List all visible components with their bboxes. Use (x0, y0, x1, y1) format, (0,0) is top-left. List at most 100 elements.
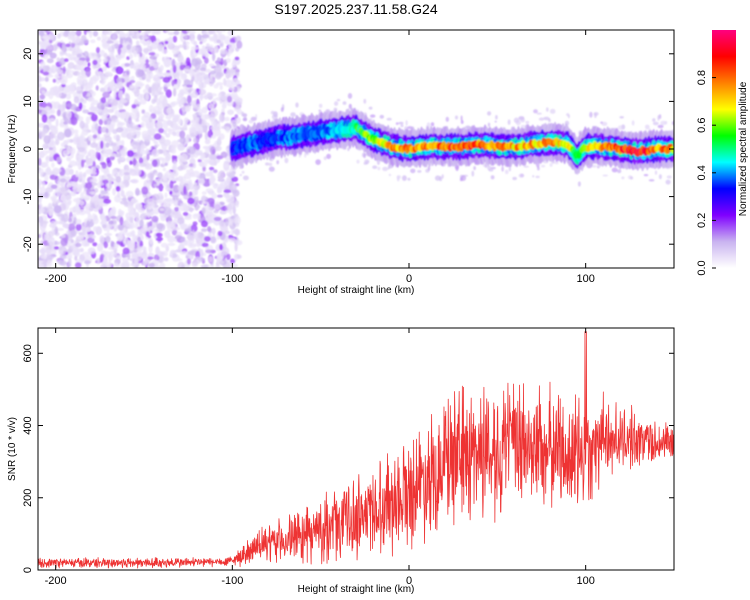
heatmap-noise-cell (175, 249, 182, 253)
heatmap-noise-cell (89, 191, 95, 195)
heatmap-noise-cell (121, 254, 129, 258)
heatmap-noise-cell (212, 98, 216, 105)
heatmap-noise-cell (193, 256, 202, 264)
heatmap-noise-cell (68, 223, 76, 232)
heatmap-noise-cell (113, 262, 119, 267)
spectrogram-y-ticks: -20 -10 0 10 20 (22, 48, 674, 252)
heatmap-noise-cell (132, 141, 140, 146)
heatmap-noise-cell (132, 62, 141, 71)
heatmap-noise-cell (116, 121, 124, 129)
heatmap-noise-cell (172, 47, 180, 55)
heatmap-noise-cell (95, 227, 103, 233)
heatmap-noise-cell (148, 52, 156, 56)
heatmap-noise-cell (215, 145, 222, 151)
heatmap-noise-cell (216, 120, 221, 124)
heatmap-noise-cell (147, 235, 152, 239)
heatmap-noise-cell (153, 207, 160, 215)
heatmap-noise-cell (131, 104, 137, 109)
heatmap-noise-cell (271, 114, 278, 120)
heatmap-noise-cell (209, 153, 217, 161)
heatmap-noise-cell (494, 120, 497, 123)
heatmap-noise-cell (79, 236, 85, 240)
heatmap-noise-cell (221, 103, 227, 109)
heatmap-noise-cell (213, 201, 221, 211)
heatmap-noise-cell (52, 85, 60, 95)
heatmap-noise-cell (201, 242, 209, 248)
heatmap-noise-cell (135, 124, 139, 128)
heatmap-noise-cell (156, 223, 164, 230)
heatmap-noise-cell (200, 154, 205, 161)
heatmap-noise-cell (57, 131, 65, 141)
heatmap-noise-cell (154, 122, 163, 127)
heatmap-noise-cell (181, 264, 185, 268)
spectrogram-y-tick-label: 20 (22, 48, 34, 60)
heatmap-noise-cell (46, 166, 51, 175)
heatmap-noise-cell (226, 176, 231, 184)
heatmap-noise-cell (80, 159, 85, 168)
heatmap-noise-cell (167, 60, 173, 65)
heatmap-noise-cell (133, 30, 141, 40)
heatmap-noise-cell (241, 170, 245, 174)
heatmap-noise-cell (157, 116, 163, 122)
heatmap-noise-cell (197, 213, 201, 221)
heatmap-noise-cell (109, 155, 115, 161)
heatmap-noise-cell (59, 57, 66, 66)
heatmap-noise-cell (226, 253, 231, 261)
heatmap-noise-cell (65, 199, 72, 204)
heatmap-noise-cell (150, 42, 159, 50)
heatmap-noise-cell (38, 263, 45, 268)
heatmap-noise-cell (154, 178, 163, 183)
heatmap-noise-cell (185, 105, 192, 111)
heatmap-noise-cell (525, 120, 530, 124)
heatmap-noise-cell (201, 220, 208, 228)
heatmap-noise-cell (183, 68, 190, 72)
heatmap-noise-cell (179, 64, 185, 71)
heatmap-noise-cell (103, 84, 112, 93)
heatmap-noise-cell (102, 109, 109, 118)
heatmap-noise-cell (208, 191, 214, 196)
heatmap-noise-cell (108, 246, 116, 250)
heatmap-noise-cell (78, 147, 86, 153)
heatmap-noise-cell (191, 46, 199, 50)
heatmap-noise-cell (234, 116, 241, 124)
heatmap-noise-cell (199, 41, 203, 45)
heatmap-noise-cell (104, 261, 113, 267)
heatmap-noise-cell (192, 163, 196, 169)
heatmap-noise-cell (290, 112, 296, 117)
heatmap-noise-cell (379, 114, 384, 119)
heatmap-noise-cell (454, 115, 459, 120)
heatmap-noise-cell (195, 117, 200, 123)
heatmap-noise-cell (76, 248, 84, 253)
heatmap-noise-cell (426, 122, 431, 128)
heatmap-noise-cell (145, 93, 150, 101)
heatmap-noise-cell (129, 128, 137, 136)
snr-panel: -200 -100 0 100 0 200 400 600 Height of straig… (7, 327, 675, 595)
heatmap-noise-cell (198, 127, 204, 134)
heatmap-noise-cell (79, 120, 85, 129)
heatmap-noise-cell (386, 117, 392, 121)
heatmap-noise-cell (90, 113, 98, 122)
heatmap-noise-cell (65, 43, 71, 48)
heatmap-noise-cell (157, 43, 164, 52)
heatmap-noise-cell (200, 114, 208, 121)
heatmap-noise-cell (652, 118, 656, 122)
heatmap-noise-cell (62, 213, 69, 223)
heatmap-noise-cell (460, 175, 467, 182)
heatmap-noise-cell (88, 106, 97, 112)
heatmap-noise-cell (39, 101, 47, 108)
heatmap-noise-cell (460, 120, 464, 124)
heatmap-noise-cell (42, 35, 51, 40)
heatmap-noise-cell (128, 33, 132, 38)
heatmap-noise-cell (106, 40, 114, 44)
heatmap-noise-cell (201, 228, 208, 233)
heatmap-noise-cell (68, 218, 72, 223)
heatmap-noise-cell (163, 95, 167, 105)
heatmap-noise-cell (80, 141, 86, 149)
heatmap-noise-cell (490, 175, 495, 180)
heatmap-noise-cell (179, 130, 186, 139)
heatmap-noise-cell (217, 176, 224, 180)
heatmap-noise-cell (158, 128, 165, 134)
heatmap-noise-cell (141, 35, 149, 40)
heatmap-noise-cell (109, 208, 116, 217)
heatmap-noise-cell (159, 208, 165, 211)
